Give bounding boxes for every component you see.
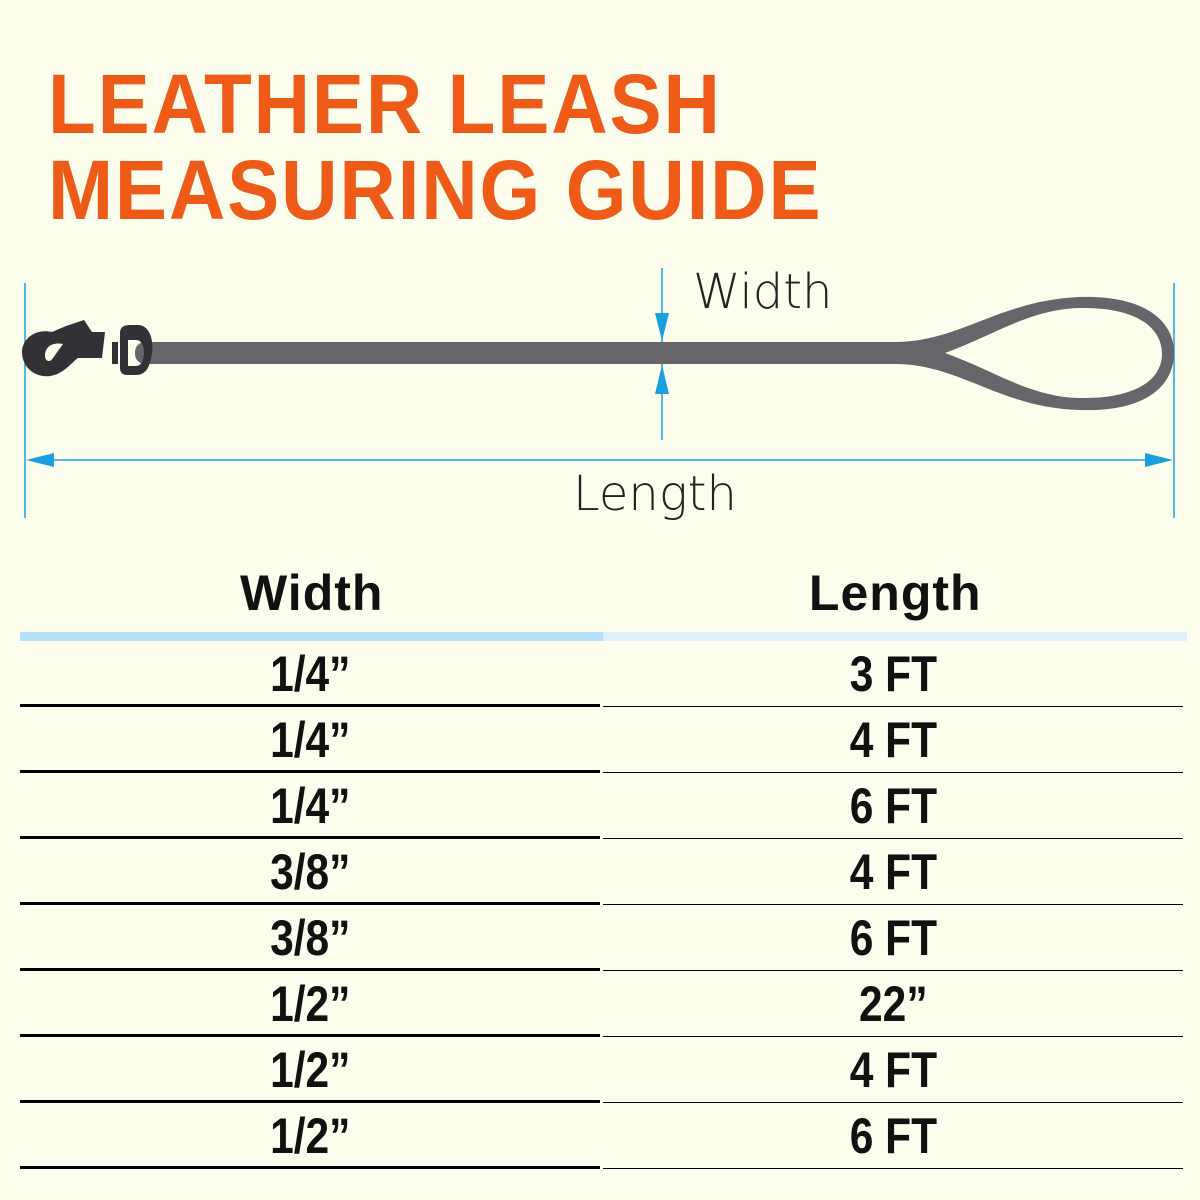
- table-row: 3/8” 4 FT: [20, 839, 1187, 905]
- length-cell: 3 FT: [603, 641, 1183, 707]
- title-line-1: LEATHER LEASH: [48, 57, 722, 151]
- width-cell: 3/8”: [20, 839, 600, 905]
- width-cell: 1/2”: [20, 971, 600, 1037]
- width-value: 1/2”: [269, 1042, 351, 1098]
- length-cell: 4 FT: [603, 839, 1183, 905]
- table-header: Width Length: [20, 560, 1187, 632]
- leash-diagram: Width Length: [22, 264, 1175, 522]
- length-value: 4 FT: [849, 1042, 937, 1098]
- length-value: 6 FT: [849, 1108, 937, 1164]
- width-cell: 1/4”: [20, 641, 600, 707]
- length-value: 6 FT: [849, 778, 937, 834]
- length-dimension: [24, 283, 1175, 518]
- width-cell: 3/8”: [20, 905, 600, 971]
- page-title: LEATHER LEASH MEASURING GUIDE: [48, 62, 822, 234]
- width-value: 1/2”: [269, 1108, 351, 1164]
- width-value: 1/4”: [269, 646, 351, 702]
- table-row: 1/4” 3 FT: [20, 641, 1187, 707]
- table-row: 1/2” 22”: [20, 971, 1187, 1037]
- width-value: 1/4”: [269, 778, 351, 834]
- width-value: 1/2”: [269, 976, 351, 1032]
- width-value: 3/8”: [269, 844, 351, 900]
- length-label: Length: [573, 466, 737, 522]
- header-divider: [20, 632, 1187, 641]
- title-line-2: MEASURING GUIDE: [48, 143, 823, 237]
- table-row: 1/2” 6 FT: [20, 1103, 1187, 1169]
- width-value: 3/8”: [269, 910, 351, 966]
- length-cell: 6 FT: [603, 1103, 1183, 1169]
- length-cell: 22”: [603, 971, 1183, 1037]
- length-cell: 6 FT: [603, 905, 1183, 971]
- table-row: 1/4” 6 FT: [20, 773, 1187, 839]
- leash-strap: [135, 296, 1175, 411]
- width-cell: 1/4”: [20, 707, 600, 773]
- length-value: 6 FT: [849, 910, 937, 966]
- length-value: 3 FT: [849, 646, 937, 702]
- table-row: 1/2” 4 FT: [20, 1037, 1187, 1103]
- width-cell: 1/2”: [20, 1103, 600, 1169]
- width-value: 1/4”: [269, 712, 351, 768]
- length-value: 22”: [858, 976, 928, 1032]
- header-width: Width: [240, 565, 384, 621]
- size-table: Width Length 1/4” 3 FT 1/4” 4 FT 1/4” 6 FT 3/8…: [20, 560, 1187, 1169]
- length-cell: 4 FT: [603, 1037, 1183, 1103]
- length-value: 4 FT: [849, 844, 937, 900]
- header-length: Length: [808, 565, 982, 621]
- width-cell: 1/4”: [20, 773, 600, 839]
- width-cell: 1/2”: [20, 1037, 600, 1103]
- snap-clip-icon: [22, 320, 153, 377]
- table-row: 3/8” 6 FT: [20, 905, 1187, 971]
- length-cell: 4 FT: [603, 707, 1183, 773]
- length-cell: 6 FT: [603, 773, 1183, 839]
- length-value: 4 FT: [849, 712, 937, 768]
- table-row: 1/4” 4 FT: [20, 707, 1187, 773]
- width-label: Width: [693, 264, 832, 320]
